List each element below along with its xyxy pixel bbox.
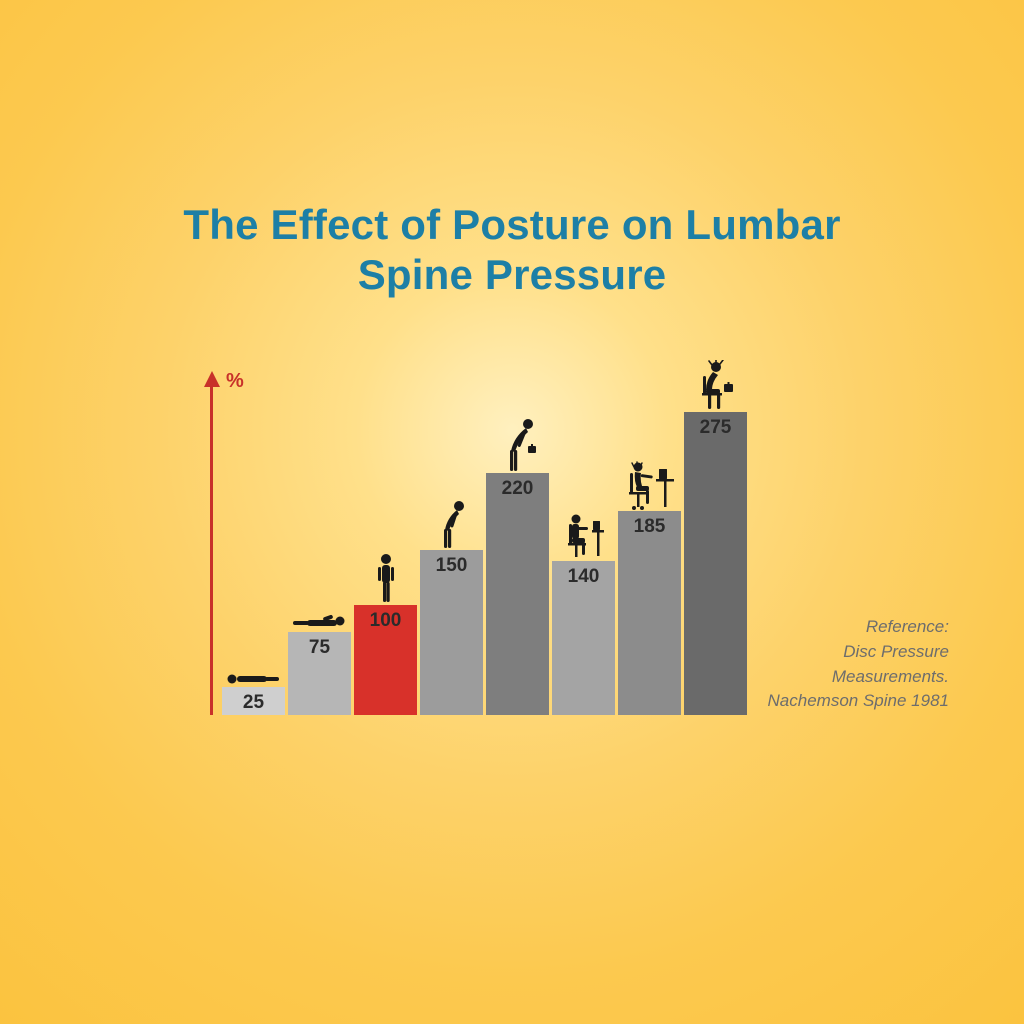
reference-line: Nachemson Spine 1981 bbox=[768, 689, 949, 714]
y-axis-line bbox=[210, 385, 213, 715]
reference-text: Reference:Disc PressureMeasurements.Nach… bbox=[768, 615, 949, 714]
bar: 25 bbox=[222, 687, 285, 715]
y-axis-label: % bbox=[226, 370, 244, 393]
bar-chart: % 25 75 100 150 bbox=[200, 335, 760, 715]
bar: 150 bbox=[420, 550, 483, 715]
sitting-slouched-load-icon bbox=[684, 352, 747, 412]
bar-value-label: 150 bbox=[420, 555, 483, 577]
sitting-upright-icon bbox=[552, 501, 615, 561]
reference-line: Measurements. bbox=[768, 665, 949, 690]
standing-bent-load-icon bbox=[486, 413, 549, 473]
reference-line: Disc Pressure bbox=[768, 640, 949, 665]
lying-prone-icon bbox=[222, 627, 285, 687]
y-axis-arrow-icon bbox=[204, 371, 220, 387]
standing-bent-icon bbox=[420, 490, 483, 550]
lying-supine-icon bbox=[288, 572, 351, 632]
bar: 75 bbox=[288, 632, 351, 715]
bar-value-label: 100 bbox=[354, 610, 417, 632]
standing-icon bbox=[354, 545, 417, 605]
bar: 100 bbox=[354, 605, 417, 715]
bar-value-label: 140 bbox=[552, 566, 615, 588]
bar: 275 bbox=[684, 412, 747, 715]
sitting-desk-icon bbox=[618, 451, 681, 511]
bar: 185 bbox=[618, 511, 681, 715]
bar-value-label: 220 bbox=[486, 478, 549, 500]
bar-value-label: 25 bbox=[222, 692, 285, 714]
bar-value-label: 275 bbox=[684, 417, 747, 439]
bar-value-label: 185 bbox=[618, 516, 681, 538]
infographic-canvas: The Effect of Posture on LumbarSpine Pre… bbox=[0, 0, 1024, 1024]
bar: 220 bbox=[486, 473, 549, 715]
reference-line: Reference: bbox=[768, 615, 949, 640]
bar-value-label: 75 bbox=[288, 637, 351, 659]
bar: 140 bbox=[552, 561, 615, 715]
chart-title: The Effect of Posture on LumbarSpine Pre… bbox=[0, 200, 1024, 299]
